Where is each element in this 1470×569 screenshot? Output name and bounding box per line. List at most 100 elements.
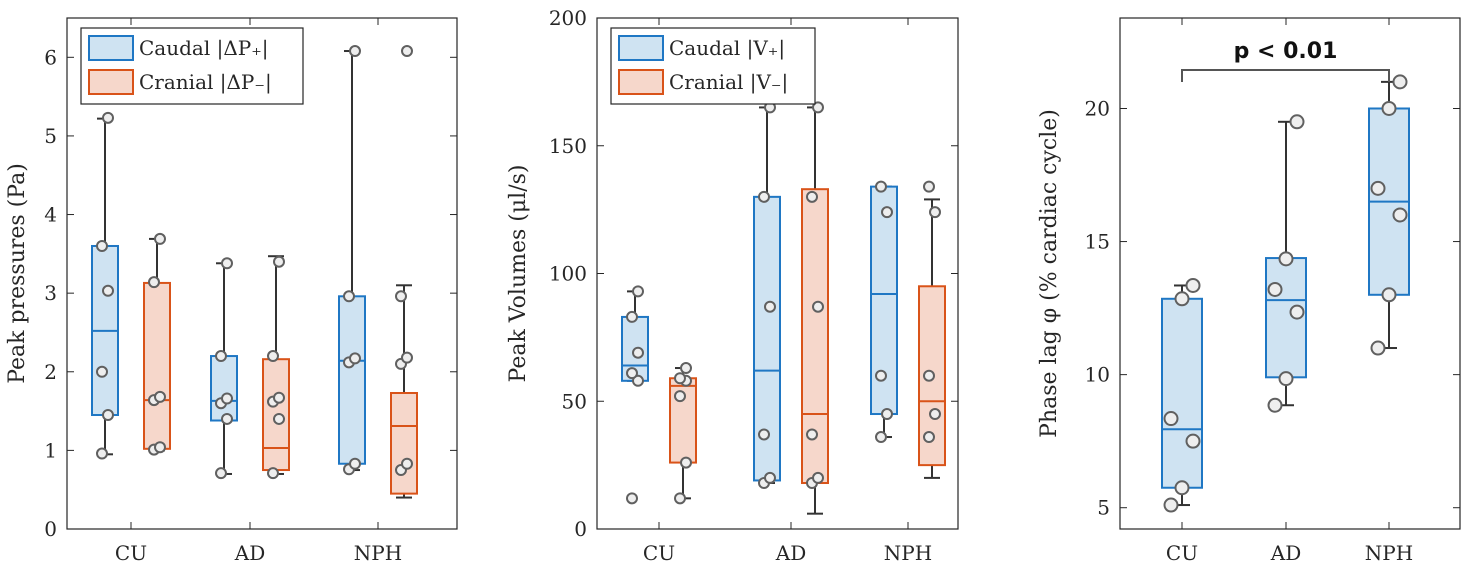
data-point — [758, 190, 770, 203]
legend-label-caudal: Caudal |V₊| — [669, 36, 785, 61]
data-point — [148, 276, 160, 289]
y-tick-label: 6 — [44, 45, 57, 69]
chart-panel-1: 0 1 2 3 4 5 6 CU AD NPH Peak pressures (Pa) Caudal … — [5, 17, 458, 565]
data-point — [632, 285, 644, 298]
x-tick-label-ad: AD — [234, 541, 265, 565]
y-axis-label: Phase lag φ (% cardiac cycle) — [1037, 109, 1062, 438]
data-point — [881, 408, 893, 421]
data-point — [626, 310, 638, 323]
data-point — [1370, 340, 1386, 356]
data-point — [1278, 251, 1294, 267]
data-point — [267, 467, 279, 480]
data-point — [923, 180, 935, 193]
data-point — [221, 392, 233, 405]
y-tick-label: 0 — [574, 517, 587, 541]
legend-swatch-cranial — [618, 69, 664, 95]
box-caudal-nph — [870, 180, 898, 444]
data-point — [1392, 207, 1408, 223]
box-caudal-cu — [1161, 277, 1203, 513]
y-tick-label: 20 — [1085, 96, 1110, 120]
data-point — [875, 431, 887, 444]
x-tick-label-nph: NPH — [884, 541, 932, 565]
data-point — [680, 456, 692, 469]
box-iqr — [338, 295, 366, 465]
legend-swatch-caudal — [618, 35, 664, 61]
axes-frame — [1119, 17, 1461, 530]
data-point — [632, 346, 644, 359]
data-point — [1185, 433, 1201, 449]
data-point — [875, 180, 887, 193]
box-caudal-ad — [753, 101, 781, 490]
data-point — [680, 362, 692, 375]
data-point — [273, 412, 285, 425]
data-point — [273, 391, 285, 404]
data-point — [349, 457, 361, 470]
data-point — [401, 45, 413, 58]
legend-label-cranial: Cranial |ΔP₋| — [139, 70, 272, 95]
data-point — [1289, 114, 1305, 130]
y-tick-label: 1 — [44, 438, 57, 462]
data-point — [1185, 277, 1201, 293]
data-point — [154, 232, 166, 245]
legend-swatch-caudal — [88, 35, 134, 61]
box-caudal-nph — [1368, 74, 1410, 356]
box-cranial-cu — [143, 232, 171, 456]
y-tick-label: 0 — [44, 517, 57, 541]
legend: Caudal |V₊| Cranial |V₋| — [610, 27, 816, 105]
data-point — [1267, 281, 1283, 297]
box-iqr — [390, 391, 418, 495]
data-point — [674, 390, 686, 403]
legend-label-caudal: Caudal |ΔP₊| — [139, 36, 269, 61]
data-point — [349, 45, 361, 58]
box-cranial-nph — [918, 180, 946, 479]
data-point — [343, 290, 355, 303]
data-point — [102, 111, 114, 124]
data-point — [221, 257, 233, 270]
x-tick-label-nph: NPH — [1365, 541, 1413, 565]
data-point — [812, 101, 824, 114]
axes-frame — [66, 17, 458, 530]
box-caudal-cu — [91, 111, 119, 460]
data-point — [758, 428, 770, 441]
box-cranial-ad — [801, 101, 829, 515]
data-point — [632, 374, 644, 387]
box-cranial-ad — [262, 255, 290, 480]
data-point — [1174, 291, 1190, 307]
data-point — [96, 365, 108, 378]
data-point — [929, 206, 941, 219]
y-axis-label: Peak pressures (Pa) — [5, 163, 30, 384]
data-point — [923, 369, 935, 382]
box-caudal-ad — [210, 257, 238, 480]
y-tick-label: 50 — [562, 389, 587, 413]
legend-label-cranial: Cranial |V₋| — [669, 70, 788, 95]
data-point — [812, 300, 824, 313]
x-tick-label-cu: CU — [115, 541, 147, 565]
data-point — [154, 390, 166, 403]
significance-annotation: p < 0.01 — [1181, 39, 1390, 82]
data-point — [626, 367, 638, 380]
data-point — [215, 467, 227, 480]
data-point — [401, 351, 413, 364]
data-point — [96, 239, 108, 252]
data-point — [154, 441, 166, 454]
data-point — [102, 284, 114, 297]
data-point — [764, 300, 776, 313]
box-cranial-cu — [669, 362, 697, 505]
box-cranial-nph — [390, 45, 418, 499]
box-iqr — [669, 377, 697, 464]
significance-bracket — [1181, 69, 1390, 82]
data-point — [96, 447, 108, 460]
y-tick-label: 5 — [44, 124, 57, 148]
y-tick-label: 2 — [44, 360, 57, 384]
y-axis-label: Peak Volumes (μl/s) — [506, 165, 531, 383]
data-point — [1174, 480, 1190, 496]
data-point — [626, 492, 638, 505]
x-tick-label-ad: AD — [775, 541, 806, 565]
box-caudal-nph — [338, 45, 366, 476]
chart-panel-2: 0 50 100 150 200 CU AD NPH Peak Volumes (μl/s) Ca… — [506, 6, 959, 565]
data-point — [1267, 397, 1283, 413]
significance-label: p < 0.01 — [1234, 39, 1338, 64]
box-caudal-cu — [621, 285, 649, 505]
y-tick-label: 4 — [44, 203, 57, 227]
